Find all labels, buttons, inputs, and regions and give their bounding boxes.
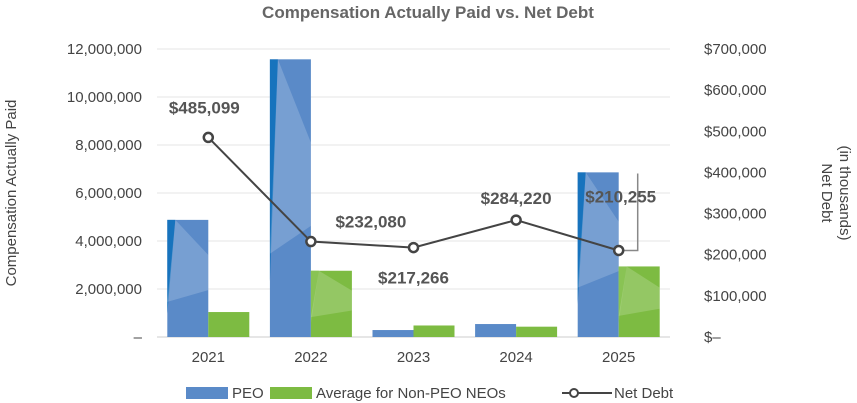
data-label: $232,080: [335, 213, 406, 232]
x-tick-label: 2025: [602, 349, 635, 366]
chart-title: Compensation Actually Paid vs. Net Debt: [262, 3, 594, 22]
y-tick-label: 2,000,000: [75, 281, 142, 298]
x-tick-label: 2022: [294, 349, 327, 366]
leader-line: [618, 173, 639, 252]
y-tick-label: –: [134, 329, 143, 346]
y2-tick-label: $700,000: [704, 41, 767, 58]
net-debt-point: [612, 244, 625, 257]
y2-axis-label-line1: Net Debt: [818, 163, 835, 223]
bar-non-peo-neo: [208, 312, 250, 337]
x-tick-label: 2023: [397, 349, 430, 366]
bar-facet: [310, 270, 352, 318]
bar-peo: [167, 219, 209, 337]
y-tick-label: 8,000,000: [75, 137, 142, 154]
x-tick-label: 2024: [499, 349, 532, 366]
y-axis-label: Compensation Actually Paid: [3, 100, 20, 287]
bar-facet: [269, 59, 311, 254]
legend-label-non-peo: Average for Non-PEO NEOs: [316, 385, 506, 402]
y2-tick-label: $100,000: [704, 288, 767, 305]
bar-facet: [618, 266, 627, 323]
bar-facet: [310, 270, 319, 324]
x-tick-label: 2021: [192, 349, 225, 366]
bar-facet: [577, 172, 586, 305]
bar-facet: [167, 219, 209, 302]
bar-peo: [372, 330, 414, 337]
bar-non-peo-neo: [618, 266, 660, 337]
y-tick-label: 6,000,000: [75, 185, 142, 202]
data-label: $210,255: [585, 187, 656, 206]
data-label: $284,220: [481, 189, 552, 208]
bar-peo: [577, 172, 619, 337]
y-tick-label: 4,000,000: [75, 233, 142, 250]
y2-tick-label: $–: [704, 329, 721, 346]
net-debt-point: [202, 131, 215, 144]
legend-label-peo: PEO: [232, 385, 264, 402]
y2-axis-label-line2: (in thousands): [836, 145, 853, 240]
net-debt-line: [207, 136, 619, 252]
data-label: $217,266: [378, 269, 449, 288]
net-debt-point: [510, 214, 522, 226]
net-debt-point: [407, 241, 420, 254]
bar-peo: [475, 324, 517, 337]
legend-swatch-peo: [186, 387, 228, 399]
bar-peo: [269, 59, 311, 337]
data-label: $485,099: [169, 98, 240, 117]
bar-facet: [167, 219, 176, 314]
legend-marker-net-debt: [569, 388, 579, 398]
net-debt-point: [305, 235, 317, 248]
bar-non-peo-neo: [310, 270, 352, 337]
legend-swatch-non-peo: [270, 387, 312, 399]
y2-tick-label: $400,000: [704, 164, 767, 181]
legend-label-net-debt: Net Debt: [614, 385, 674, 402]
bar-non-peo-neo: [413, 325, 455, 337]
bar-facet: [618, 266, 660, 316]
y-tick-label: 12,000,000: [67, 41, 142, 58]
bar-facet: [577, 172, 619, 288]
y-tick-label: 10,000,000: [67, 89, 142, 106]
y2-tick-label: $200,000: [704, 247, 767, 264]
y2-tick-label: $500,000: [704, 123, 767, 140]
bar-facet: [269, 59, 278, 282]
bar-non-peo-neo: [516, 326, 558, 337]
y2-tick-label: $300,000: [704, 206, 767, 223]
y2-tick-label: $600,000: [704, 82, 767, 99]
